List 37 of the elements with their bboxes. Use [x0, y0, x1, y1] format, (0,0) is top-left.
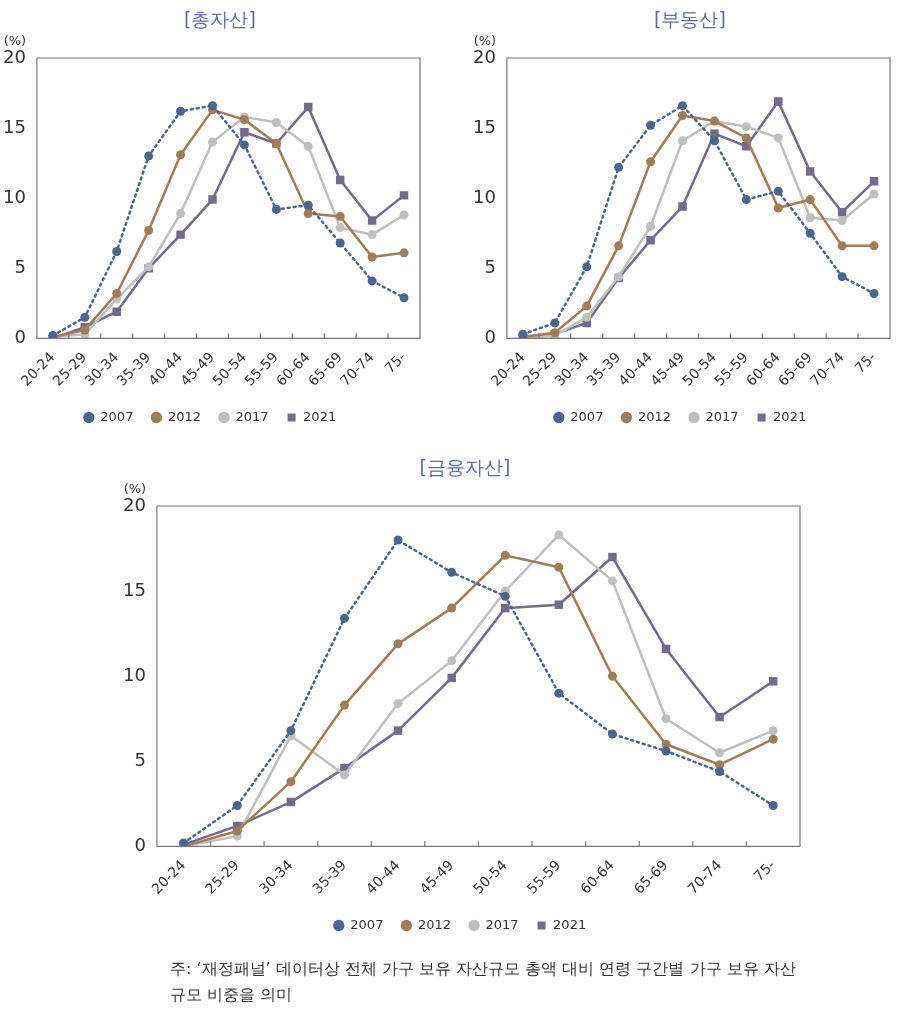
- y-tick-label: 10: [3, 185, 26, 207]
- y-tick-label: 5: [484, 255, 496, 277]
- x-tick-label: 75-: [851, 348, 879, 377]
- y-axis-title: (%): [123, 480, 147, 496]
- x-tick-label: 75-: [381, 348, 409, 377]
- chart-title: [금융자산]: [418, 455, 512, 480]
- legend-label: 2007: [570, 408, 604, 424]
- legend-label: 2021: [773, 408, 807, 424]
- legend-label: 2017: [235, 408, 269, 424]
- legend-label: 2007: [100, 408, 134, 424]
- legend-label: 2017: [485, 916, 519, 932]
- chart-title: [부동산]: [653, 7, 727, 32]
- legend-label: 2012: [167, 408, 202, 424]
- x-tick-label: 75-: [750, 856, 778, 885]
- y-tick-label: 15: [3, 115, 26, 137]
- y-tick-label: 20: [3, 45, 26, 67]
- text: 주: ‘재정패널’ 데이터상 전체 가구 보유 자산규모 총액 대비 연령 구간별 가구 보유 자산규모 비중을 의미: [170, 958, 797, 1006]
- y-tick-label: 0: [134, 834, 146, 856]
- y-tick-label: 15: [123, 578, 146, 600]
- legend-label: 2012: [637, 408, 672, 424]
- legend-label: 2007: [350, 916, 384, 932]
- y-tick-label: 20: [473, 45, 496, 67]
- y-tick-label: 10: [473, 185, 496, 207]
- y-tick-label: 20: [123, 493, 146, 515]
- y-tick-label: 0: [484, 326, 496, 348]
- y-tick-label: 0: [14, 326, 26, 348]
- y-tick-label: 15: [473, 115, 496, 137]
- y-axis-title: (%): [3, 32, 27, 48]
- y-tick-label: 5: [14, 255, 26, 277]
- legend-label: 2017: [705, 408, 739, 424]
- legend-label: 2012: [417, 916, 452, 932]
- legend-label: 2021: [553, 916, 587, 932]
- y-axis-title: (%): [473, 32, 497, 48]
- y-tick-label: 10: [123, 663, 146, 685]
- chart-title: [총자산]: [183, 7, 257, 32]
- y-tick-label: 5: [134, 748, 146, 770]
- legend-label: 2021: [303, 408, 337, 424]
